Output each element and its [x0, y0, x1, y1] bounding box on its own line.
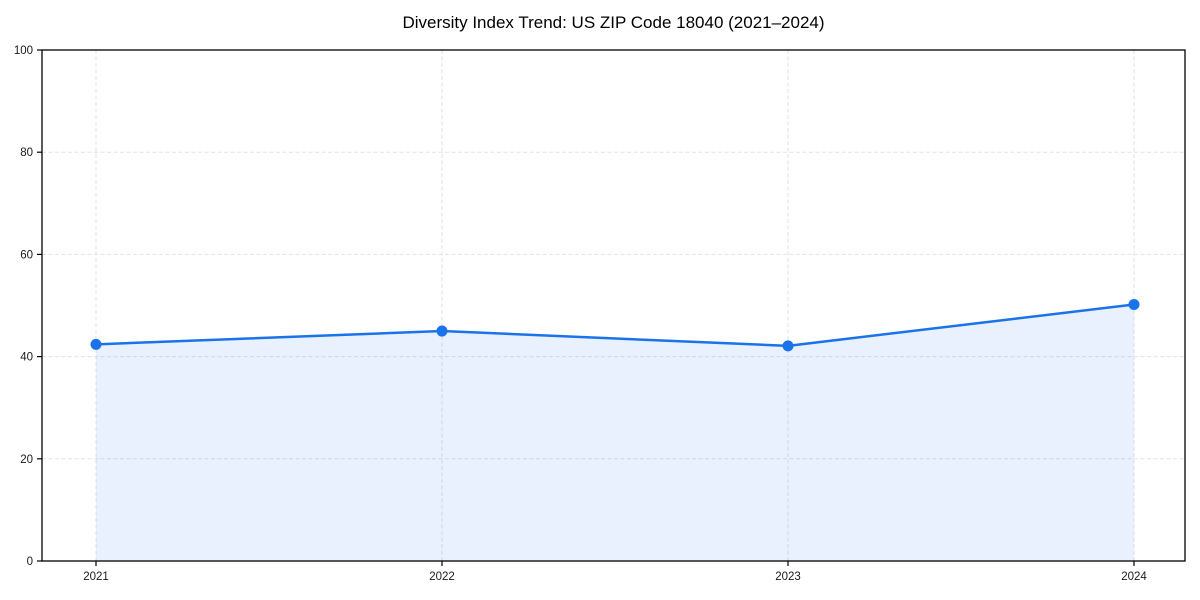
data-point-marker — [1128, 298, 1140, 310]
x-axis-tick-label: 2021 — [83, 571, 109, 583]
x-axis-tick-label: 2022 — [429, 571, 455, 583]
trend-line — [94, 303, 1136, 348]
area-fill — [96, 304, 1134, 561]
data-point-marker — [90, 338, 102, 350]
x-axis-tick-label: 2024 — [1121, 571, 1147, 583]
chart-title: Diversity Index Trend: US ZIP Code 18040… — [402, 13, 825, 32]
plot-border — [41, 49, 1186, 562]
y-axis-tick-label: 0 — [27, 556, 33, 568]
x-axis-tick-label: 2023 — [775, 571, 801, 583]
y-axis-tick-label: 100 — [14, 45, 33, 57]
data-point-marker — [436, 325, 448, 337]
y-axis-tick-label: 80 — [20, 147, 33, 159]
y-axis-tick-label: 20 — [20, 454, 33, 466]
y-axis-tick-label: 40 — [20, 352, 33, 364]
y-axis-tick-label: 60 — [20, 249, 33, 261]
data-point-marker — [782, 340, 794, 352]
